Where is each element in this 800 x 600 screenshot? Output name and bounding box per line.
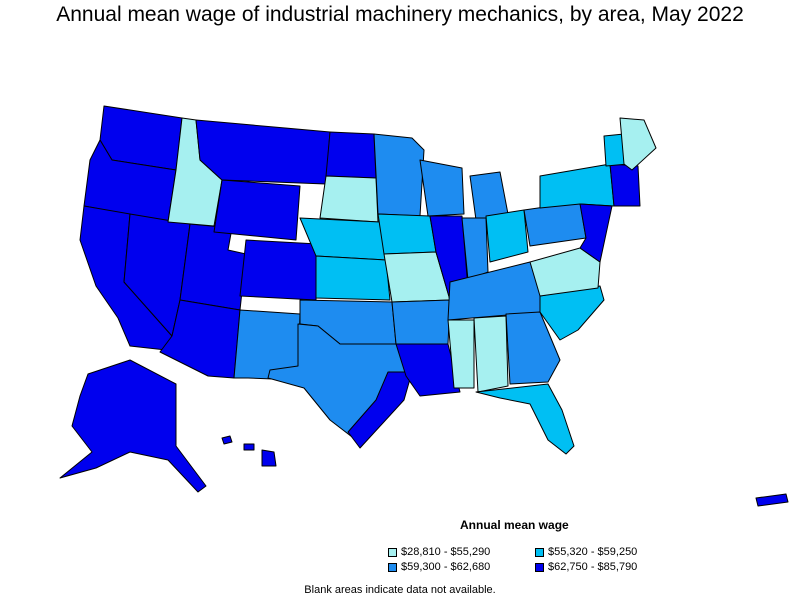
- region-north-dakota: [325, 131, 377, 179]
- region-carolinas: [539, 285, 605, 341]
- region-new-jersey-maryland: [579, 203, 613, 263]
- legend-title: Annual mean wage: [460, 518, 569, 532]
- region-minnesota: [373, 133, 425, 217]
- map-title: Annual mean wage of industrial machinery…: [56, 3, 744, 26]
- region-new-england: [609, 163, 641, 207]
- region-south-dakota: [319, 175, 379, 223]
- legend-label: $62,750 - $85,790: [548, 561, 638, 573]
- region-alaska: [59, 359, 207, 493]
- region-hawaii-oahu: [221, 435, 233, 445]
- legend-label: $55,320 - $59,250: [548, 546, 638, 558]
- region-hawaii-big-island: [261, 449, 277, 467]
- map-legend: Annual mean wage $28,810 - $55,290 $55,3…: [386, 518, 686, 578]
- region-arkansas: [391, 299, 451, 345]
- legend-item: $28,810 - $55,290: [388, 546, 490, 558]
- legend-item: $59,300 - $62,680: [388, 561, 490, 573]
- legend-swatch: [535, 547, 544, 557]
- region-ohio: [485, 209, 529, 263]
- region-louisiana: [395, 343, 461, 397]
- region-iowa: [377, 213, 437, 255]
- region-georgia: [505, 311, 561, 385]
- region-michigan: [469, 171, 509, 221]
- region-new-york: [539, 163, 615, 209]
- region-montana: [195, 119, 331, 185]
- legend-item: $55,320 - $59,250: [535, 546, 637, 558]
- region-maine: [619, 117, 657, 171]
- region-puerto-rico: [755, 493, 789, 507]
- region-colorado: [239, 239, 319, 301]
- legend-item: $62,750 - $85,790: [535, 561, 637, 573]
- legend-swatch: [388, 547, 397, 557]
- legend-swatch: [535, 562, 544, 572]
- region-pennsylvania: [523, 201, 587, 247]
- region-hawaii-maui: [243, 443, 255, 451]
- region-florida: [475, 383, 575, 455]
- region-wyoming: [213, 179, 301, 241]
- map-footnote: Blank areas indicate data not available.: [304, 584, 496, 596]
- region-kansas: [315, 255, 391, 301]
- legend-label: $28,810 - $55,290: [401, 546, 491, 558]
- region-mississippi: [447, 319, 475, 389]
- region-wisconsin: [419, 159, 465, 217]
- legend-swatch: [388, 562, 397, 572]
- legend-label: $59,300 - $62,680: [401, 561, 491, 573]
- region-utah: [179, 223, 247, 311]
- region-alabama: [473, 315, 509, 393]
- region-virginia: [529, 247, 601, 297]
